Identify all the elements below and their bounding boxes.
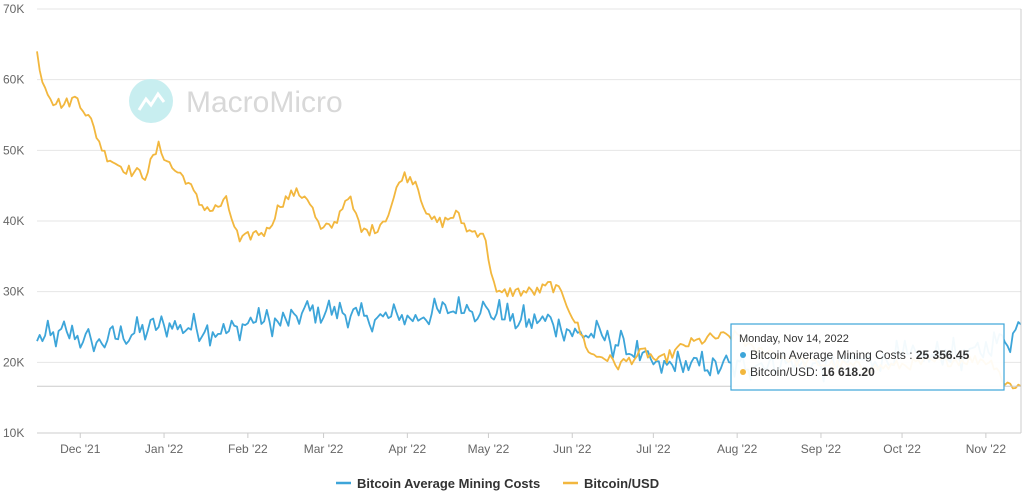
y-tick-label: 30K xyxy=(3,285,24,299)
tooltip-date: Monday, Nov 14, 2022 xyxy=(739,333,849,345)
tooltip-mining-cost-dot xyxy=(740,352,746,358)
x-axis: Dec '21 Jan '22 Feb '22 Mar '22 Apr '22 May '… xyxy=(37,433,1021,456)
legend-label-mining-costs: Bitcoin Average Mining Costs xyxy=(357,476,540,491)
x-tick-label: Dec '21 xyxy=(60,442,101,456)
macromicro-logo-icon xyxy=(129,79,173,123)
y-tick-label: 40K xyxy=(3,214,24,228)
x-tick-label: Feb '22 xyxy=(228,442,268,456)
x-tick-label: Aug '22 xyxy=(717,442,758,456)
y-tick-label: 20K xyxy=(3,355,24,369)
tooltip-btc-usd-value: 16 618.20 xyxy=(821,365,875,379)
x-tick-label: Jun '22 xyxy=(553,442,592,456)
x-tick-label: Jul '22 xyxy=(636,442,671,456)
legend-item-mining-costs[interactable]: Bitcoin Average Mining Costs xyxy=(336,476,540,491)
tooltip-mining-cost-row: Bitcoin Average Mining Costs : 25 356.45 xyxy=(750,348,970,362)
chart-container: 10K 20K 30K 40K 50K 60K 70K Dec '21 Jan '22 Feb … xyxy=(0,0,1024,499)
tooltip-btc-usd-row: Bitcoin/USD: 16 618.20 xyxy=(750,365,875,379)
x-tick-label: Nov '22 xyxy=(966,442,1007,456)
tooltip-mining-cost-label: Bitcoin Average Mining Costs : xyxy=(750,348,916,362)
x-tick-label: Mar '22 xyxy=(304,442,344,456)
tooltip-btc-usd-label: Bitcoin/USD: xyxy=(750,365,821,379)
x-tick-label: Apr '22 xyxy=(389,442,427,456)
legend-label-btc-usd: Bitcoin/USD xyxy=(584,476,659,491)
x-tick-label: Jan '22 xyxy=(145,442,184,456)
y-tick-label: 10K xyxy=(3,426,24,440)
watermark-text: MacroMicro xyxy=(186,86,343,119)
macromicro-logo: MacroMicro xyxy=(129,79,343,123)
x-tick-label: Sep '22 xyxy=(801,442,842,456)
legend: Bitcoin Average Mining Costs Bitcoin/USD xyxy=(336,476,659,491)
legend-item-btc-usd[interactable]: Bitcoin/USD xyxy=(563,476,659,491)
tooltip: Monday, Nov 14, 2022 Bitcoin Average Min… xyxy=(731,324,1004,390)
tooltip-btc-usd-dot xyxy=(740,369,746,375)
y-tick-label: 70K xyxy=(3,2,24,16)
line-chart: 10K 20K 30K 40K 50K 60K 70K Dec '21 Jan '22 Feb … xyxy=(0,0,1024,499)
x-tick-label: Oct '22 xyxy=(883,442,921,456)
y-axis: 10K 20K 30K 40K 50K 60K 70K xyxy=(3,2,24,440)
y-tick-label: 50K xyxy=(3,143,24,157)
x-tick-label: May '22 xyxy=(468,442,510,456)
grid-layer xyxy=(37,9,1021,362)
y-tick-label: 60K xyxy=(3,73,24,87)
tooltip-mining-cost-value: 25 356.45 xyxy=(916,348,970,362)
